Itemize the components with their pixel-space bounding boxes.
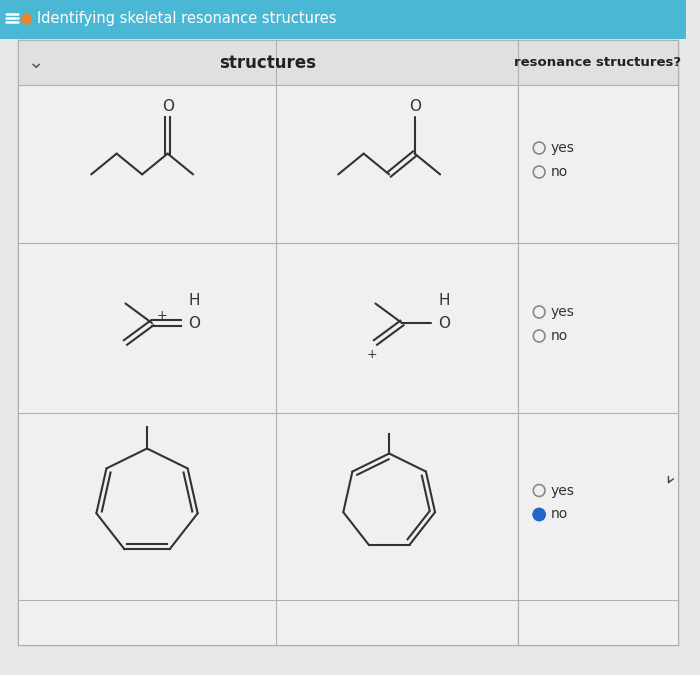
Bar bbox=[18, 40, 678, 645]
Bar bbox=[277, 244, 517, 412]
Bar bbox=[518, 601, 678, 645]
Text: resonance structures?: resonance structures? bbox=[514, 56, 682, 69]
Bar bbox=[18, 86, 276, 242]
Bar bbox=[18, 244, 276, 412]
Text: O: O bbox=[409, 99, 421, 114]
Bar bbox=[518, 414, 678, 599]
Bar bbox=[18, 414, 276, 599]
Text: +: + bbox=[157, 309, 167, 322]
Text: O: O bbox=[438, 315, 450, 331]
Text: +: + bbox=[366, 348, 377, 361]
Bar bbox=[277, 414, 517, 599]
Text: structures: structures bbox=[219, 53, 316, 72]
Bar bbox=[0, 0, 686, 39]
Text: ⌄: ⌄ bbox=[27, 53, 43, 72]
Bar bbox=[518, 86, 678, 242]
Bar bbox=[18, 601, 276, 645]
Text: Identifying skeletal resonance structures: Identifying skeletal resonance structure… bbox=[37, 11, 337, 26]
Text: O: O bbox=[188, 315, 200, 331]
Bar bbox=[277, 86, 517, 242]
Text: H: H bbox=[438, 293, 449, 308]
Circle shape bbox=[533, 508, 545, 520]
Text: H: H bbox=[188, 293, 199, 308]
Bar bbox=[277, 601, 517, 645]
Text: yes: yes bbox=[551, 305, 575, 319]
Bar bbox=[18, 40, 678, 85]
Text: no: no bbox=[551, 508, 568, 522]
Text: yes: yes bbox=[551, 483, 575, 497]
Text: no: no bbox=[551, 329, 568, 343]
Bar bbox=[518, 244, 678, 412]
Circle shape bbox=[22, 14, 32, 24]
Text: no: no bbox=[551, 165, 568, 179]
Text: yes: yes bbox=[551, 141, 575, 155]
Text: O: O bbox=[162, 99, 174, 114]
